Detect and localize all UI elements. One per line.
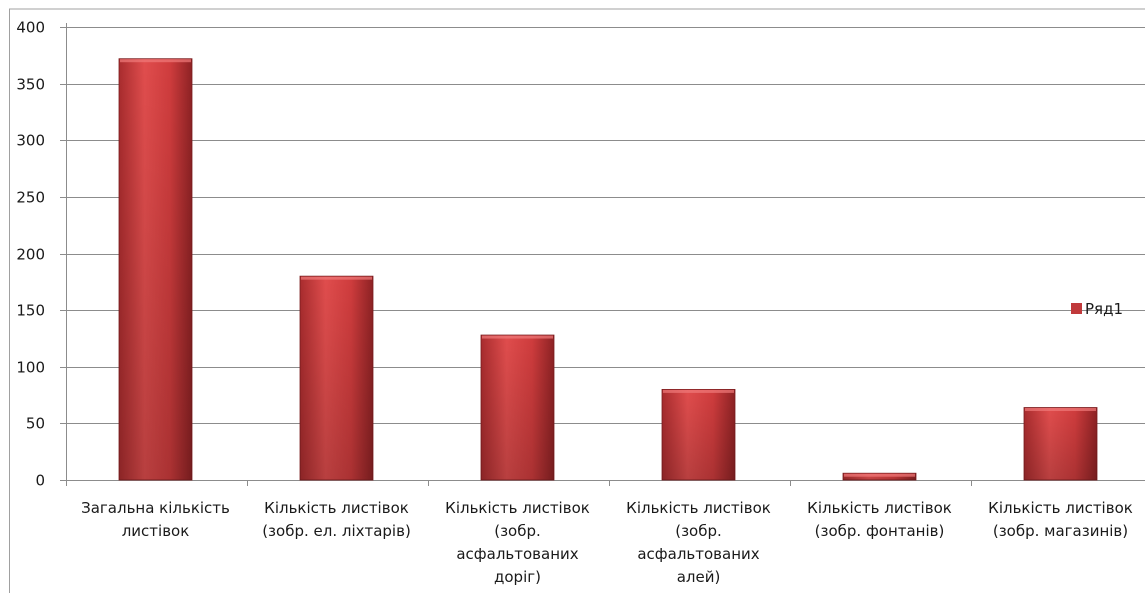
bar-highlight (844, 473, 915, 477)
legend: Ряд1 (1071, 300, 1123, 318)
bar (1023, 407, 1098, 481)
x-category-label: Кількість листівок (зобр. магазинів) (988, 499, 1133, 540)
bar-shade (481, 335, 554, 480)
y-tick-label: 350 (16, 76, 45, 94)
y-tick-label: 250 (16, 189, 45, 207)
bar (299, 275, 374, 481)
bar-highlight (301, 276, 372, 280)
y-tick-label: 100 (16, 359, 45, 377)
y-tick-label: 150 (16, 302, 45, 320)
bar-highlight (1025, 408, 1096, 412)
y-tick-label: 50 (26, 415, 45, 433)
axes (9, 8, 1145, 593)
bar-highlight (482, 335, 553, 339)
bars (118, 58, 1098, 481)
y-tick-label: 400 (16, 19, 45, 37)
x-category-label: Кількість листівок (зобр. фонтанів) (807, 499, 952, 540)
bar-shade (1024, 407, 1097, 480)
bar-highlight (663, 389, 734, 393)
x-category-label: Загальна кількість листівок (81, 499, 230, 540)
gridlines (66, 27, 1145, 424)
x-category-label: Кількість листівок (зобр. асфальтованих але… (626, 499, 771, 586)
bar (118, 58, 193, 481)
bar-shade (662, 389, 735, 480)
x-category-label: Кількість листівок (зобр. ел. ліхтарів) (262, 499, 411, 540)
y-tick-label: 200 (16, 246, 45, 264)
bar (661, 388, 736, 481)
bar (480, 334, 555, 481)
y-axis-tick-labels: 0 50 100 150 200 250 300 350 400 (16, 19, 45, 490)
x-category-label: Кількість листівок (зобр. асфальтованих дор… (445, 499, 590, 586)
bar (842, 472, 917, 481)
bar-shade (119, 58, 192, 481)
legend-label: Ряд1 (1085, 300, 1123, 318)
bar-shade (300, 276, 373, 480)
bar-highlight (120, 59, 191, 63)
y-tick-label: 0 (35, 472, 45, 490)
legend-swatch (1071, 303, 1082, 314)
y-tick-label: 300 (16, 132, 45, 150)
x-axis-category-labels: Загальна кількість листівок Кількість лист… (81, 499, 1133, 586)
